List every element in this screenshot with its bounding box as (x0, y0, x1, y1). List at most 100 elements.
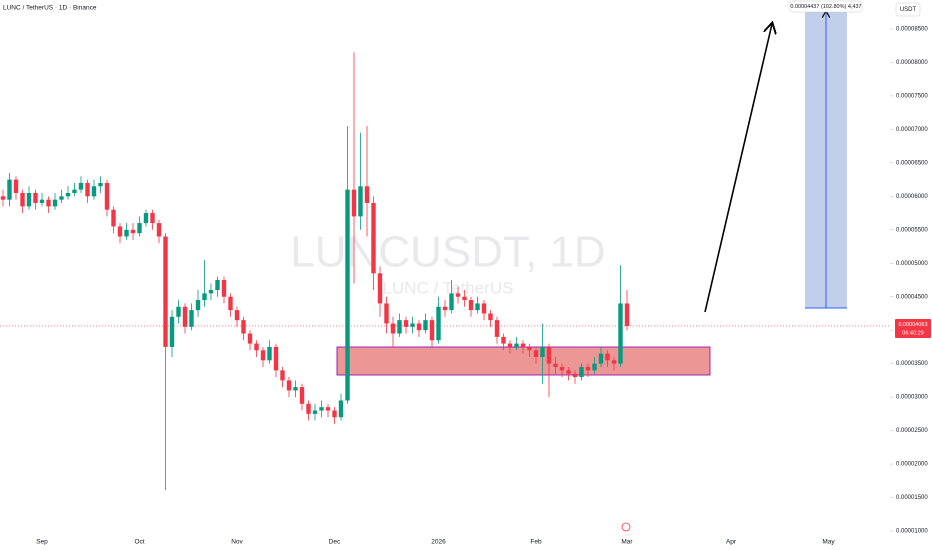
candle-body (59, 196, 64, 200)
x-tick-label: 2026 (431, 539, 446, 546)
candle-body (585, 367, 591, 371)
candle-body (364, 186, 370, 204)
candle-body (234, 310, 240, 321)
candle-body (611, 360, 617, 364)
candle-body (533, 350, 539, 357)
candle-body (91, 186, 97, 197)
candle-body (20, 192, 25, 207)
candle-body (195, 300, 201, 311)
candle-body (156, 223, 162, 237)
x-tick-label: Apr (726, 539, 737, 546)
y-tick-label: 0.00008500 (896, 27, 928, 33)
currency-box (895, 2, 921, 17)
candle-body (247, 333, 253, 344)
y-tick-label: 0.00006000 (896, 194, 928, 200)
candle-body (468, 300, 474, 311)
candle-body (189, 310, 194, 327)
projection-label: 0.00004437 (102.80%) 4,437 (790, 4, 861, 10)
candle-body (449, 293, 454, 311)
candle-body (423, 320, 428, 331)
candle-body (312, 410, 318, 414)
candle-body (254, 343, 259, 351)
candle-body (150, 213, 155, 224)
candle-body (546, 346, 552, 364)
x-tick-label: Sep (36, 539, 48, 546)
candle-body (104, 182, 110, 210)
last-price-box (895, 319, 931, 338)
y-tick-label: 0.00003000 (896, 395, 928, 401)
candle-body (7, 179, 12, 200)
candle-body (358, 186, 363, 217)
candle-body (605, 353, 610, 361)
candle-body (72, 189, 77, 193)
candle-body (85, 182, 90, 197)
y-tick-label: 0.00007500 (896, 93, 928, 99)
candle-body (273, 346, 279, 371)
candle-body (566, 370, 571, 374)
candle-body (143, 213, 149, 224)
candle-body (299, 387, 305, 404)
candle-body (306, 403, 311, 414)
candle-body (124, 229, 129, 237)
candle-body (267, 346, 272, 361)
y-tick-label: 0.00005500 (896, 227, 928, 233)
candle-body (403, 320, 409, 327)
candle-body (410, 323, 415, 327)
y-tick-label: 0.00005000 (896, 261, 928, 267)
candle-body (260, 350, 266, 361)
support-zone (336, 346, 711, 376)
candle-body (78, 182, 84, 190)
event-icon[interactable] (621, 522, 631, 532)
candle-body (65, 192, 71, 197)
candle-body (345, 189, 350, 401)
candle-body (442, 306, 448, 311)
candle-body (117, 226, 123, 237)
x-tick-label: Dec (329, 539, 341, 546)
candle-body (390, 323, 396, 334)
candle-body (111, 209, 116, 227)
candle-body (280, 370, 285, 381)
x-tick-label: Feb (530, 539, 542, 546)
y-tick-label: 0.00006500 (896, 160, 928, 166)
plot: 0.00001000 0.00001500 0.00002000 0.00002500… (0, 27, 928, 546)
y-tick-label: 0.00004500 (896, 294, 928, 300)
watermark-subtitle: LUNC / TetherUS (382, 278, 513, 297)
candle-body (514, 343, 519, 347)
y-tick-label: 0.00001000 (896, 529, 928, 535)
y-tick-label: 0.00002500 (896, 428, 928, 434)
candle-body (130, 229, 136, 234)
candle-body (338, 400, 344, 418)
candle-body (579, 367, 584, 378)
y-tick-label: 0.00003500 (896, 361, 928, 367)
candle-body (52, 199, 58, 207)
candle-body (377, 273, 383, 304)
candle-body (221, 279, 227, 297)
candle-body (371, 203, 376, 274)
candle-body (436, 306, 441, 341)
x-tick-label: May (822, 539, 835, 546)
candle-body (325, 407, 331, 411)
watermark: LUNCUSDT, 1D (290, 228, 605, 277)
candle-body (501, 336, 506, 344)
candle-body (598, 353, 604, 364)
candle-body (624, 303, 630, 326)
candle-body (332, 410, 337, 418)
candle-body (481, 303, 487, 314)
candle-body (241, 320, 246, 334)
x-tick-label: Mar (621, 539, 633, 546)
candle-body (475, 303, 480, 311)
x-tick-label: Oct (134, 539, 144, 546)
candle-body (494, 320, 500, 337)
candle-body (176, 306, 181, 317)
candle-body (592, 363, 597, 371)
projection-label-box (789, 0, 863, 13)
candle-body (507, 343, 513, 347)
candle-body (169, 316, 175, 347)
candle-body (46, 199, 51, 207)
candle-body (39, 199, 45, 204)
candle-body (182, 306, 188, 327)
candle-body (351, 189, 357, 217)
candle-body (527, 346, 532, 351)
candle-body (202, 293, 207, 301)
candle-body (0, 196, 6, 200)
